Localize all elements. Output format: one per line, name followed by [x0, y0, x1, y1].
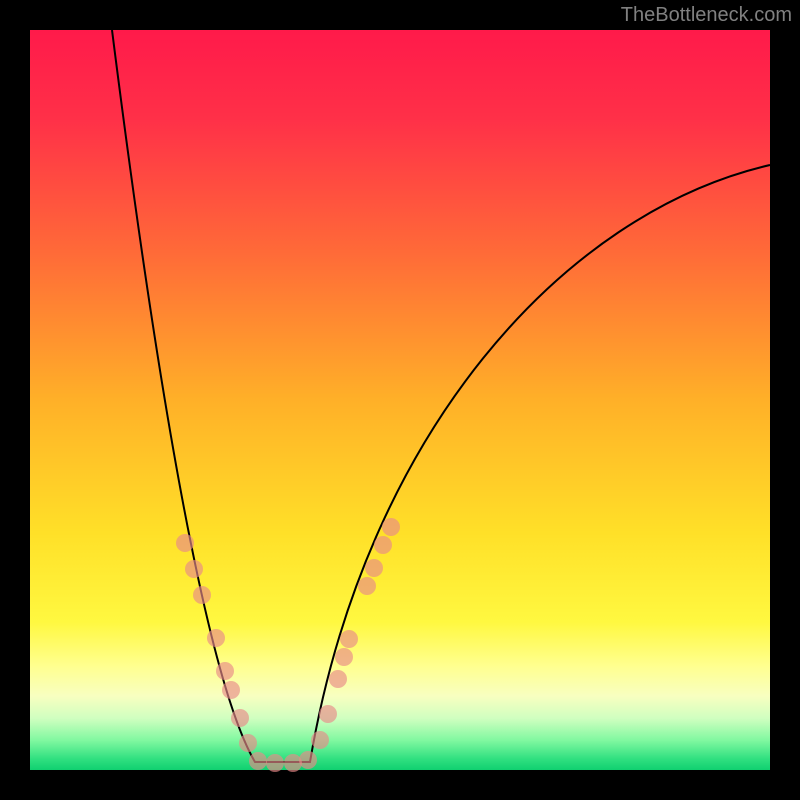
- scatter-point: [266, 754, 284, 772]
- plot-area: [30, 30, 770, 770]
- scatter-point: [207, 629, 225, 647]
- scatter-point: [374, 536, 392, 554]
- scatter-points: [176, 518, 400, 772]
- scatter-point: [231, 709, 249, 727]
- scatter-point: [335, 648, 353, 666]
- v-curve: [112, 30, 770, 762]
- watermark-text: TheBottleneck.com: [621, 4, 792, 27]
- scatter-point: [193, 586, 211, 604]
- chart-container: TheBottleneck.com: [0, 0, 800, 800]
- scatter-point: [319, 705, 337, 723]
- scatter-point: [358, 577, 376, 595]
- scatter-point: [249, 752, 267, 770]
- scatter-point: [329, 670, 347, 688]
- scatter-point: [222, 681, 240, 699]
- scatter-point: [216, 662, 234, 680]
- scatter-point: [299, 751, 317, 769]
- scatter-point: [185, 560, 203, 578]
- scatter-point: [311, 731, 329, 749]
- scatter-point: [365, 559, 383, 577]
- scatter-point: [340, 630, 358, 648]
- scatter-point: [176, 534, 194, 552]
- scatter-point: [382, 518, 400, 536]
- curve-layer: [30, 30, 770, 770]
- scatter-point: [239, 734, 257, 752]
- scatter-point: [284, 754, 302, 772]
